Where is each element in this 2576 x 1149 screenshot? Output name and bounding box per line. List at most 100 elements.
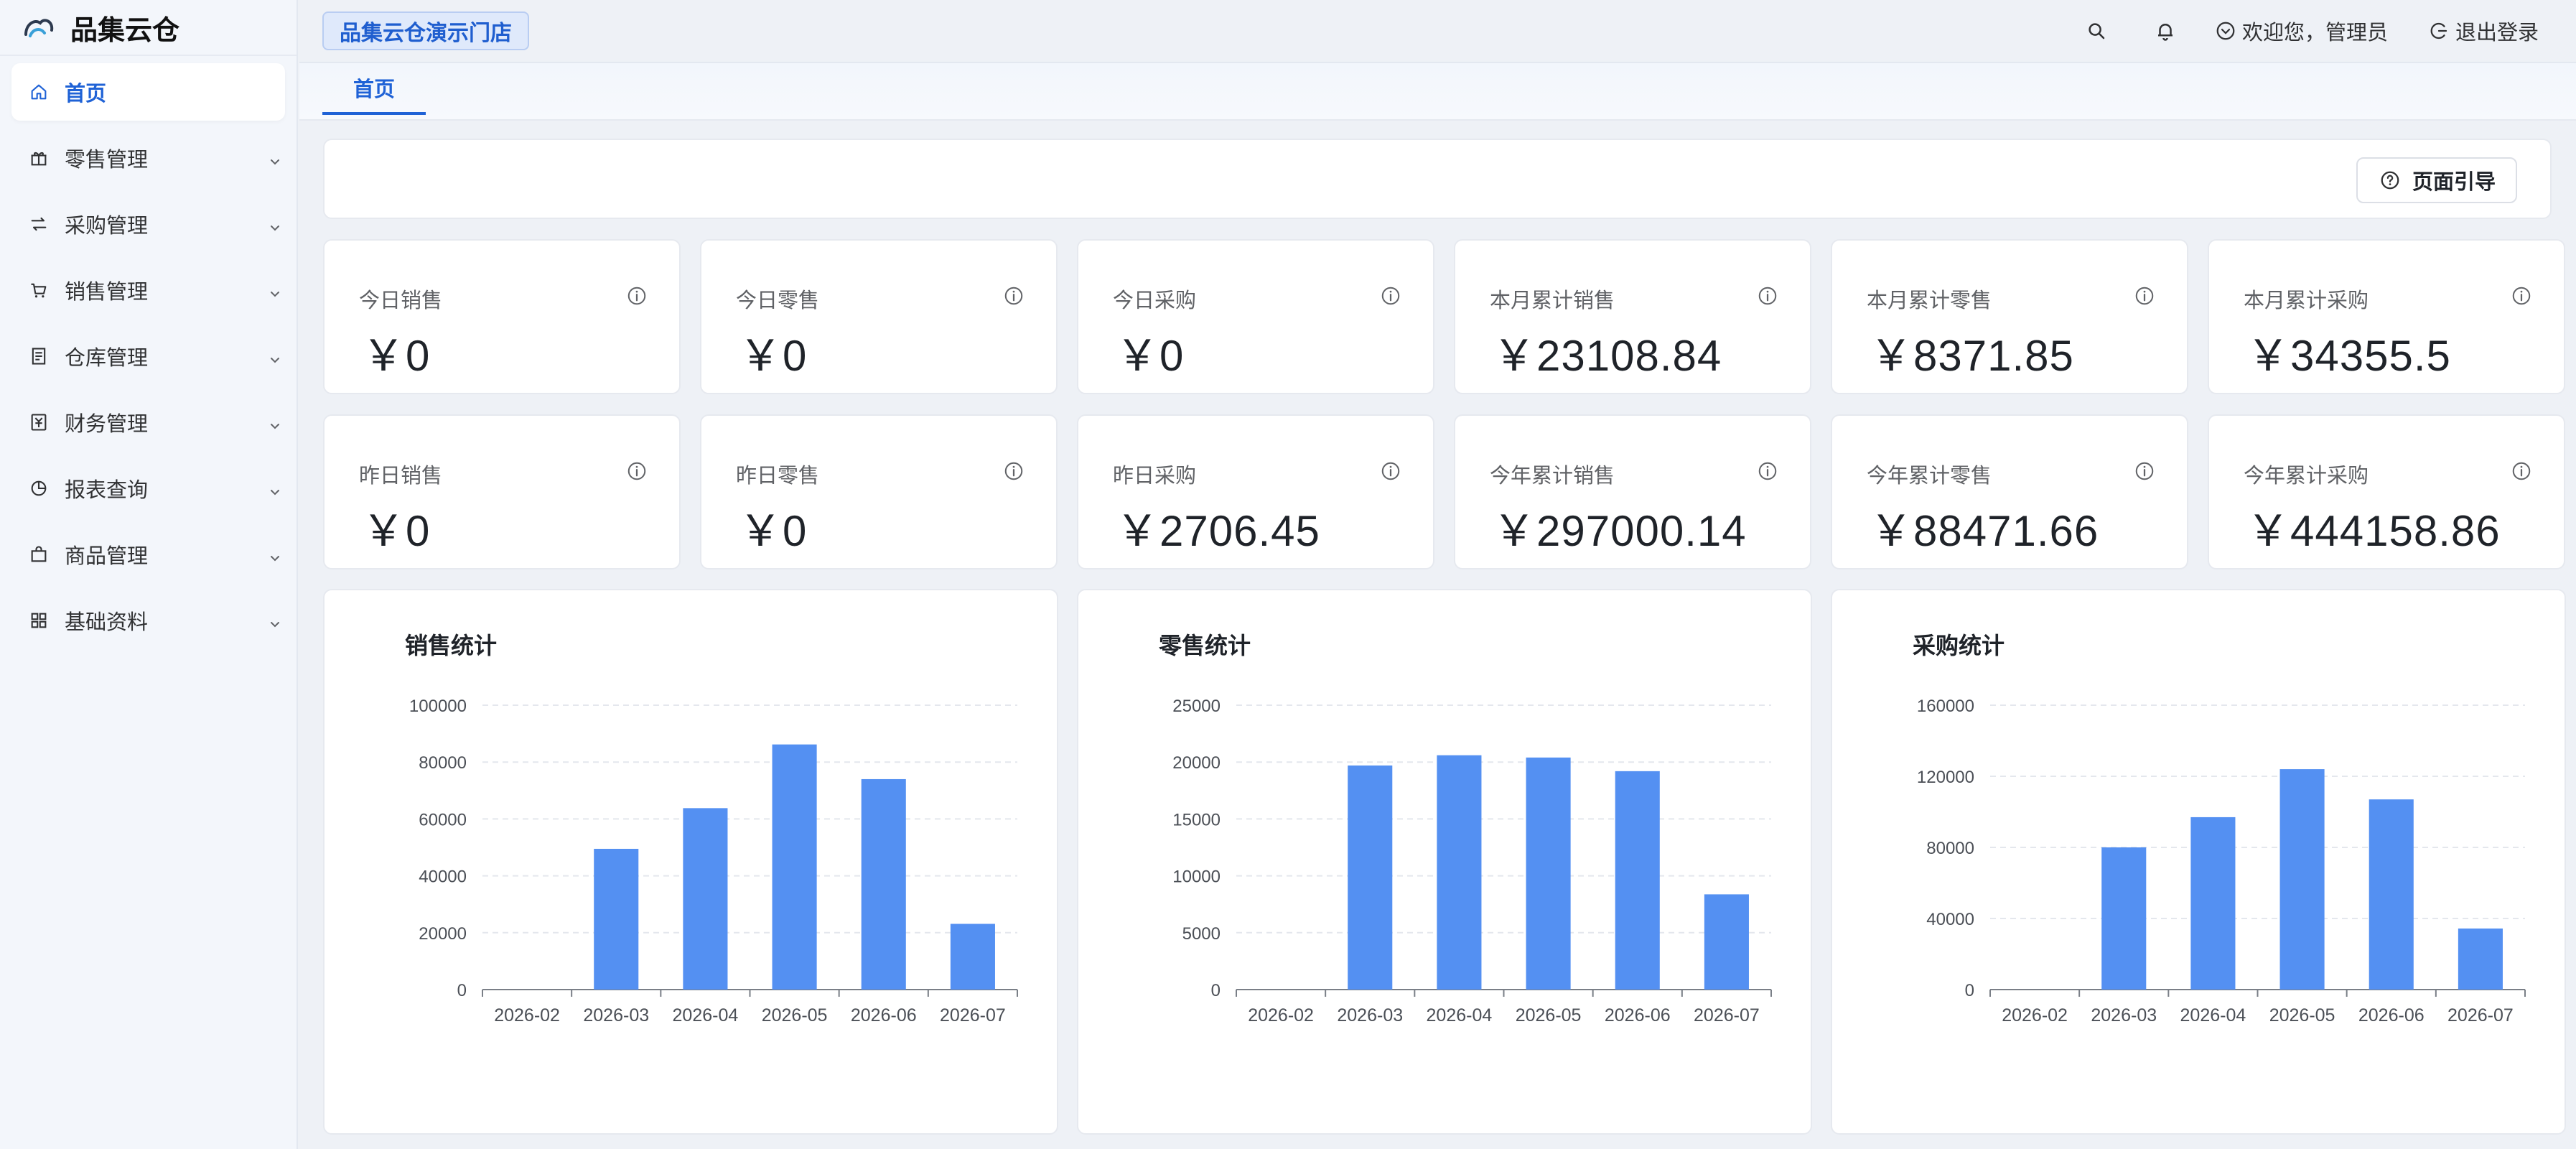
sidebar-item-1[interactable]: 零售管理 <box>0 125 297 191</box>
bag-icon <box>29 544 49 564</box>
sidebar-item-0[interactable]: 首页 <box>11 63 285 121</box>
finance-icon <box>29 412 49 432</box>
header-actions: 欢迎您，管理员 退出登录 <box>2084 0 2539 62</box>
y-tick-label: 100000 <box>409 697 467 716</box>
stat-card: 本月累计零售 ￥8371.85 <box>1831 239 2188 394</box>
sidebar-item-label: 零售管理 <box>65 149 149 172</box>
stat-value: ￥0 <box>739 332 808 380</box>
search-icon[interactable] <box>2084 19 2109 43</box>
chevron-down-icon <box>268 151 282 165</box>
sidebar-item-label: 仓库管理 <box>65 347 149 370</box>
bar[interactable] <box>2369 799 2414 990</box>
brand[interactable]: 品集云仓 <box>0 0 297 56</box>
x-tick-label: 2026-04 <box>2180 1005 2246 1025</box>
chart-panel: 零售统计 0 5000 10000 15000 20000 25000 2026-02 2026… <box>1077 589 1812 1135</box>
stat-value: ￥0 <box>362 507 431 555</box>
info-icon[interactable] <box>1380 460 1401 482</box>
tab-home[interactable]: 首页 <box>322 63 426 115</box>
bar[interactable] <box>594 848 639 990</box>
chevron-down-icon <box>268 283 282 297</box>
stat-label: 今日采购 <box>1113 289 1197 312</box>
info-icon[interactable] <box>1757 460 1778 482</box>
sidebar-item-3[interactable]: 销售管理 <box>0 257 297 323</box>
bar[interactable] <box>2279 769 2325 990</box>
info-icon[interactable] <box>2134 460 2155 482</box>
sidebar-item-6[interactable]: 报表查询 <box>0 455 297 521</box>
y-tick-label: 15000 <box>1172 810 1221 829</box>
x-tick-label: 2026-05 <box>1516 1005 1582 1025</box>
stat-value: ￥88471.66 <box>1870 507 2099 555</box>
bar[interactable] <box>861 778 906 990</box>
bar[interactable] <box>772 744 817 990</box>
logout-button[interactable]: 退出登录 <box>2427 16 2539 46</box>
sidebar-item-label: 商品管理 <box>65 545 149 568</box>
chart-title: 采购统计 <box>1913 633 2005 659</box>
stat-label: 本月累计零售 <box>1867 289 1992 312</box>
logo-icon <box>24 19 54 37</box>
cart-icon <box>29 280 49 300</box>
user-menu[interactable]: 欢迎您，管理员 <box>2213 16 2388 46</box>
stat-label: 今日销售 <box>359 289 443 312</box>
bar[interactable] <box>1615 771 1660 990</box>
x-tick-label: 2026-06 <box>1605 1005 1671 1025</box>
chart-panel: 采购统计 0 40000 80000 120000 160000 2026-02 2026-0… <box>1831 589 2566 1135</box>
y-tick-label: 120000 <box>1917 768 1974 787</box>
chevron-down-icon <box>268 217 282 231</box>
logout-icon <box>2427 19 2451 43</box>
info-icon[interactable] <box>2511 460 2532 482</box>
info-icon[interactable] <box>1003 460 1025 482</box>
sidebar-item-label: 报表查询 <box>65 479 149 502</box>
stat-card: 昨日销售 ￥0 <box>323 414 681 569</box>
bar[interactable] <box>1526 757 1571 990</box>
stat-card: 今日销售 ￥0 <box>323 239 681 394</box>
y-tick-label: 160000 <box>1917 697 1974 716</box>
pie-icon <box>29 478 49 498</box>
bar[interactable] <box>950 924 995 990</box>
chevron-down-icon <box>268 415 282 429</box>
y-tick-label: 60000 <box>419 810 467 829</box>
stat-label: 昨日零售 <box>736 465 820 488</box>
header: 品集云仓演示门店 欢迎您，管理员 退出登录 <box>299 0 2576 62</box>
x-tick-label: 2026-02 <box>2002 1005 2068 1025</box>
bar[interactable] <box>1437 755 1482 990</box>
stat-value: ￥0 <box>739 507 808 555</box>
sidebar-item-4[interactable]: 仓库管理 <box>0 323 297 389</box>
page-guide-button[interactable]: 页面引导 <box>2356 157 2517 203</box>
x-tick-label: 2026-02 <box>494 1005 560 1025</box>
stat-value: ￥0 <box>362 332 431 380</box>
chevron-down-icon <box>268 547 282 562</box>
sidebar-item-7[interactable]: 商品管理 <box>0 521 297 587</box>
info-icon[interactable] <box>1003 285 1025 307</box>
x-tick-label: 2026-07 <box>1694 1005 1760 1025</box>
stat-value: ￥0 <box>1116 332 1185 380</box>
info-icon[interactable] <box>2511 285 2532 307</box>
chevron-down-icon <box>268 349 282 363</box>
y-tick-label: 40000 <box>1926 910 1974 929</box>
stat-card: 今日零售 ￥0 <box>700 239 1058 394</box>
info-icon[interactable] <box>626 460 648 482</box>
bar[interactable] <box>1704 894 1749 990</box>
chart-title: 零售统计 <box>1159 633 1251 659</box>
bar[interactable] <box>2190 817 2236 990</box>
bar[interactable] <box>1348 765 1393 990</box>
bar-chart: 0 5000 10000 15000 20000 25000 2026-02 2026-03 2… <box>1172 697 1772 1025</box>
bar[interactable] <box>2101 847 2147 990</box>
info-icon[interactable] <box>1380 285 1401 307</box>
bar[interactable] <box>683 808 728 990</box>
sidebar-item-label: 首页 <box>65 83 107 106</box>
info-icon[interactable] <box>1757 285 1778 307</box>
sidebar-item-5[interactable]: 财务管理 <box>0 389 297 455</box>
info-icon[interactable] <box>2134 285 2155 307</box>
help-icon <box>2378 168 2402 192</box>
toolbar: 页面引导 <box>323 139 2552 219</box>
bar-chart: 0 40000 80000 120000 160000 2026-02 2026-03 202… <box>1917 697 2526 1025</box>
stat-label: 本月累计销售 <box>1490 289 1615 312</box>
sidebar-item-8[interactable]: 基础资料 <box>0 587 297 653</box>
page-guide-label: 页面引导 <box>2412 171 2496 194</box>
info-icon[interactable] <box>626 285 648 307</box>
store-tag[interactable]: 品集云仓演示门店 <box>322 11 529 50</box>
stat-value: ￥8371.85 <box>1870 332 2074 380</box>
bell-icon[interactable] <box>2153 19 2178 43</box>
sidebar-item-2[interactable]: 采购管理 <box>0 191 297 257</box>
bar[interactable] <box>2458 928 2503 990</box>
